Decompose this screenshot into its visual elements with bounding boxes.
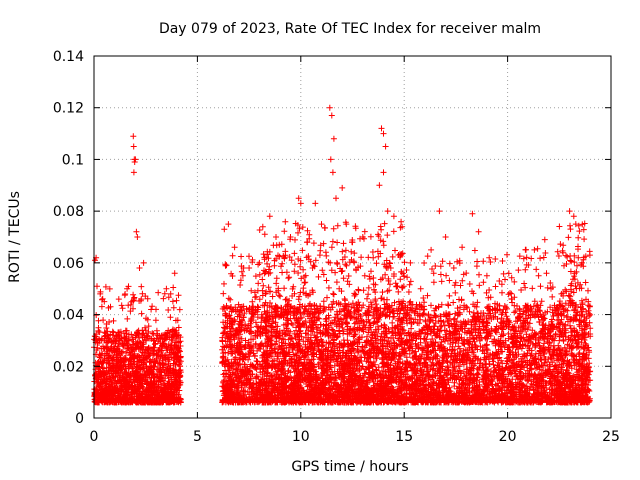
grid-lines <box>94 56 611 418</box>
data-point <box>119 348 126 355</box>
data-points <box>91 104 594 406</box>
